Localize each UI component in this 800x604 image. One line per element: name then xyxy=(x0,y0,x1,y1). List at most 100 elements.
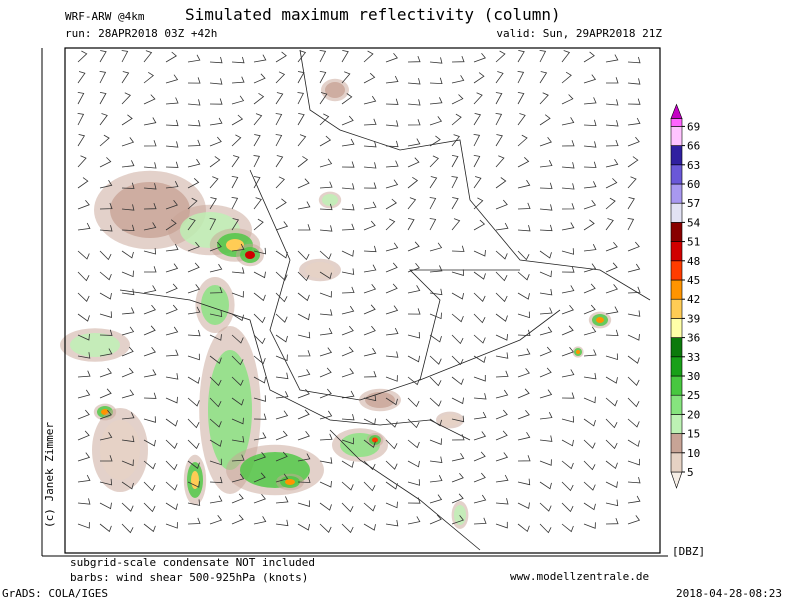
wind-barb xyxy=(77,313,90,322)
wind-barb xyxy=(165,349,179,357)
wind-barb xyxy=(473,334,486,344)
colorbar-tick-label: 51 xyxy=(687,236,700,249)
wind-barb xyxy=(231,243,245,252)
wind-barb xyxy=(363,182,377,189)
colorbar-box xyxy=(670,433,683,454)
wind-barb xyxy=(275,155,284,168)
wind-barb xyxy=(297,50,307,63)
wind-barb xyxy=(429,397,442,407)
wind-barb xyxy=(231,436,245,443)
wind-barb xyxy=(187,439,200,450)
wind-barb xyxy=(539,182,553,189)
wind-barb xyxy=(231,176,239,189)
wind-barb xyxy=(209,310,223,318)
wind-barb xyxy=(517,202,531,210)
wind-barb xyxy=(561,162,575,169)
wind-barb xyxy=(627,117,641,126)
wind-barb xyxy=(407,418,420,429)
wind-barb xyxy=(253,218,264,231)
wind-barb xyxy=(143,481,156,492)
wind-barb xyxy=(319,367,332,378)
wind-barb xyxy=(253,92,265,105)
wind-barb xyxy=(627,418,640,428)
wind-barb xyxy=(231,313,244,322)
credit: (c) Janek Zimmer xyxy=(43,422,56,528)
wind-barb xyxy=(451,397,464,405)
wind-barb xyxy=(99,271,112,281)
wind-barb xyxy=(319,523,332,533)
wind-barb xyxy=(319,457,333,464)
wind-barb xyxy=(275,113,283,126)
wind-barb xyxy=(517,179,531,189)
wind-barb xyxy=(297,523,310,531)
wind-barb xyxy=(407,157,420,168)
wind-barb xyxy=(583,244,597,252)
wind-barb xyxy=(231,355,244,366)
wind-barb xyxy=(121,435,135,443)
wind-barb xyxy=(165,502,178,511)
wind-barb xyxy=(407,308,421,315)
wind-barb xyxy=(275,372,289,380)
wind-barb xyxy=(209,286,223,294)
wind-barb xyxy=(429,97,443,105)
wind-barb xyxy=(77,50,88,63)
wind-barb xyxy=(473,313,486,324)
wind-barb xyxy=(627,355,640,364)
wind-barb xyxy=(495,155,505,168)
wind-barb xyxy=(297,453,311,462)
wind-barb xyxy=(99,50,107,63)
wind-barb xyxy=(407,439,420,449)
wind-barb xyxy=(407,99,421,106)
wind-barb xyxy=(517,224,531,232)
wind-barb xyxy=(539,250,552,259)
wind-barb xyxy=(385,418,398,428)
wind-barb xyxy=(561,203,575,210)
wind-barb xyxy=(473,451,486,462)
wind-barb xyxy=(121,326,135,336)
wind-barb xyxy=(143,71,154,84)
wind-barb xyxy=(253,376,266,384)
wind-barb xyxy=(605,241,618,252)
wind-barb xyxy=(539,459,552,466)
wind-barb xyxy=(77,92,85,105)
wind-barb xyxy=(561,523,574,533)
wind-barb xyxy=(187,77,201,84)
wind-barb xyxy=(495,113,503,126)
reflectivity-area xyxy=(365,392,395,408)
wind-barb xyxy=(121,270,134,278)
reflectivity-area xyxy=(322,194,338,206)
wind-barb xyxy=(451,493,464,504)
wind-barb xyxy=(363,370,377,378)
wind-barb xyxy=(209,263,223,273)
wind-barb xyxy=(187,54,201,63)
wind-barb xyxy=(385,242,399,252)
wind-barb xyxy=(583,119,597,127)
wind-barb xyxy=(583,372,597,380)
wind-barb xyxy=(319,291,332,298)
wind-barb xyxy=(385,375,398,382)
wind-barb xyxy=(473,472,486,483)
wind-barb xyxy=(143,325,156,336)
wind-barb xyxy=(495,521,508,529)
wind-barb xyxy=(561,325,574,336)
wind-barb xyxy=(495,474,509,483)
wind-barb xyxy=(495,71,504,84)
wind-barb xyxy=(297,156,309,168)
colorbar-tick-label: 54 xyxy=(687,216,701,229)
wind-barb xyxy=(429,334,442,343)
wind-barb xyxy=(627,458,640,466)
wind-barb xyxy=(407,355,420,363)
wind-barb xyxy=(165,522,178,529)
wind-barb xyxy=(385,52,398,63)
wind-barb xyxy=(143,117,157,126)
wind-barb xyxy=(99,157,112,168)
wind-barb xyxy=(297,388,310,399)
wind-barb xyxy=(165,161,179,168)
wind-barb xyxy=(561,502,574,513)
wind-barb xyxy=(275,176,285,189)
wind-barb xyxy=(99,388,112,399)
wind-barb xyxy=(583,349,597,357)
wind-barb xyxy=(495,50,506,63)
wind-barb xyxy=(451,134,460,147)
wind-barb xyxy=(77,389,91,399)
